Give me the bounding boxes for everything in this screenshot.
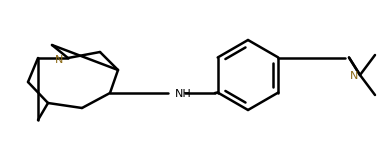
Text: N: N <box>350 71 358 81</box>
Text: NH: NH <box>175 89 191 99</box>
Text: N: N <box>55 55 63 65</box>
